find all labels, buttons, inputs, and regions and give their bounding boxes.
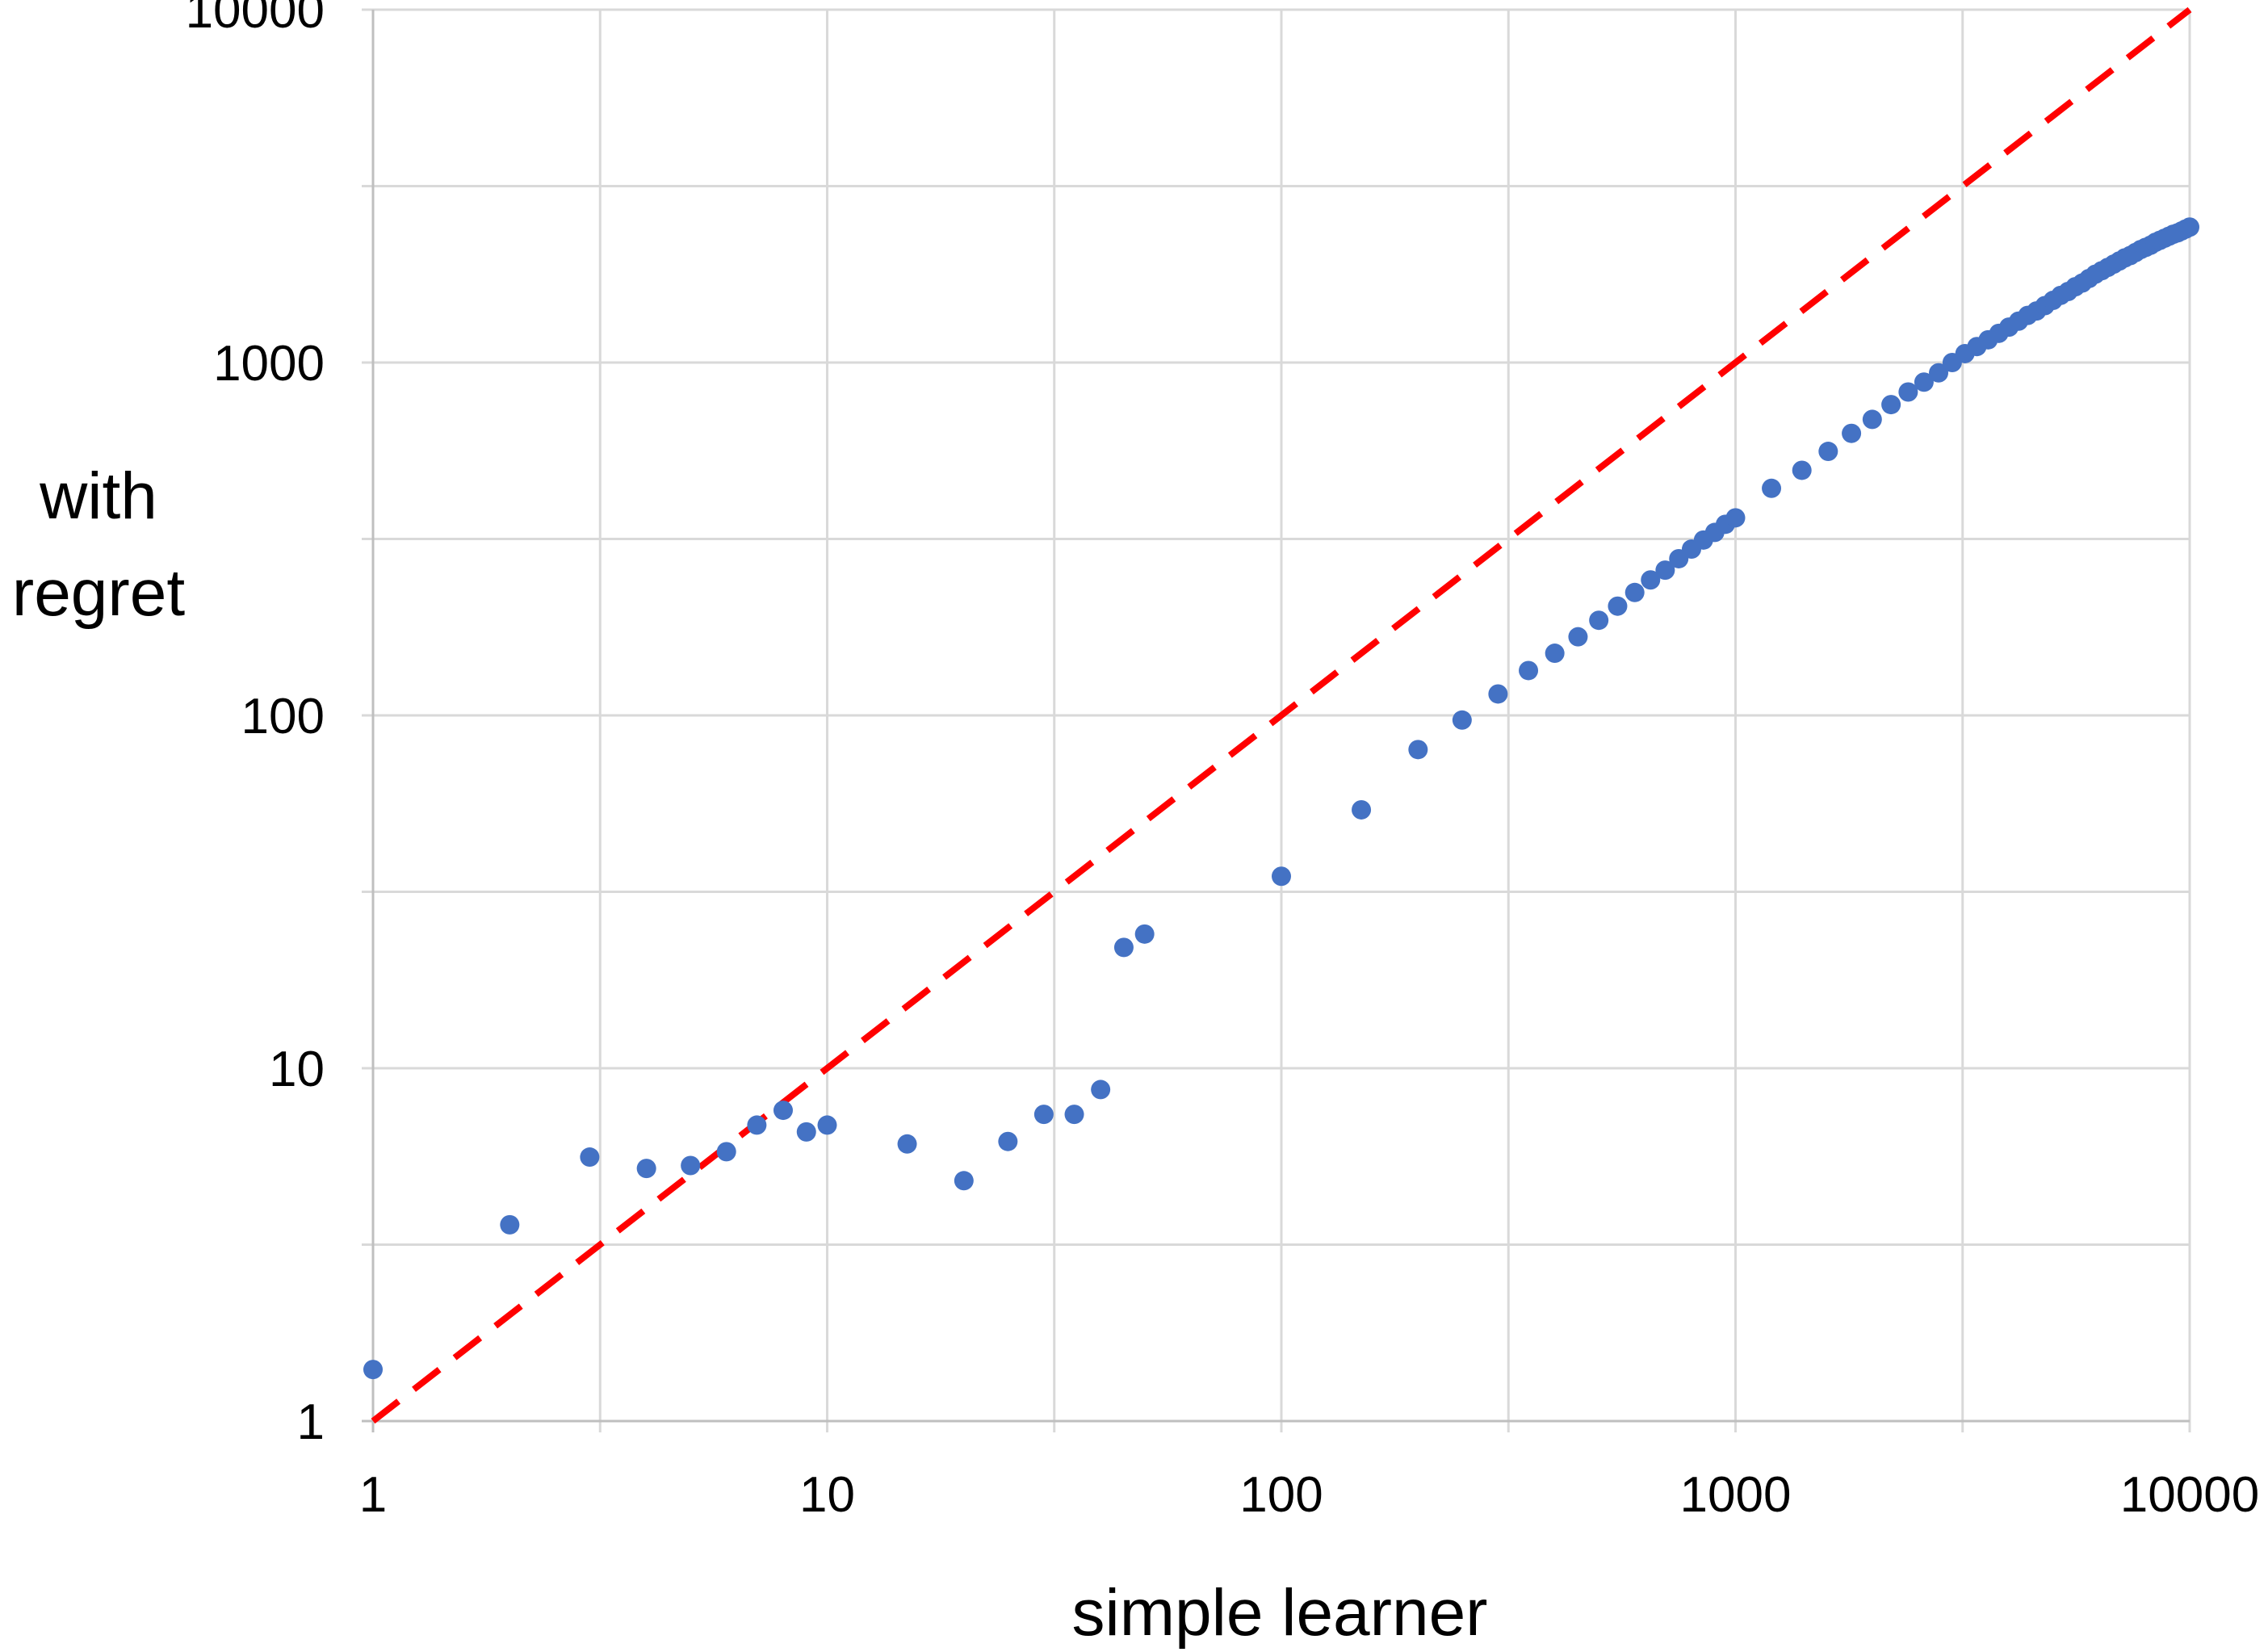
data-point	[2180, 217, 2199, 237]
data-point	[580, 1147, 600, 1168]
data-point	[1792, 460, 1812, 480]
data-point	[1914, 372, 1934, 392]
data-points	[363, 217, 2199, 1380]
data-point	[773, 1101, 793, 1121]
y-tick-labels: 1 10 100 1000 10000	[186, 0, 325, 1450]
data-point	[817, 1115, 837, 1135]
y-axis-title-line-1: with	[39, 459, 157, 533]
x-tick-label: 1	[359, 1467, 387, 1523]
y-tick-label: 1000	[213, 336, 325, 392]
data-point	[1608, 596, 1628, 616]
data-point	[1568, 627, 1588, 647]
data-point	[1519, 660, 1539, 681]
grid-lines	[362, 8, 2191, 1432]
data-point	[1818, 442, 1838, 462]
data-point	[1842, 423, 1862, 443]
data-point	[1898, 382, 1918, 402]
x-tick-label: 10000	[2120, 1467, 2259, 1523]
data-point	[897, 1134, 917, 1154]
x-tick-label: 100	[1239, 1467, 1323, 1523]
y-tick-label: 1	[297, 1394, 325, 1450]
data-point	[1762, 478, 1782, 498]
data-point	[1352, 799, 1372, 820]
x-tick-label: 1000	[1680, 1467, 1792, 1523]
data-point	[998, 1131, 1018, 1151]
axes	[362, 10, 2190, 1432]
data-point	[1064, 1105, 1084, 1125]
y-tick-label: 10000	[186, 0, 325, 39]
data-point	[363, 1360, 383, 1380]
data-point	[716, 1142, 736, 1162]
reference-line	[371, 6, 2192, 1424]
data-point	[1113, 937, 1134, 958]
reference-line-group	[371, 6, 2192, 1424]
data-point	[796, 1122, 816, 1142]
data-point	[1725, 508, 1746, 528]
data-point	[1488, 684, 1508, 704]
x-tick-label: 10	[799, 1467, 855, 1523]
y-axis-title-line-2: regret	[12, 556, 185, 630]
data-point	[1589, 610, 1609, 631]
data-point	[1624, 582, 1645, 602]
y-tick-label: 10	[269, 1042, 325, 1097]
data-point	[1272, 866, 1291, 887]
data-point	[1134, 924, 1155, 944]
data-point	[747, 1115, 767, 1135]
data-point	[1091, 1080, 1111, 1100]
data-point	[1545, 644, 1565, 664]
data-point	[1641, 570, 1661, 590]
data-point	[681, 1155, 701, 1176]
data-point	[1408, 740, 1428, 760]
data-point	[1862, 409, 1882, 430]
data-point	[1655, 560, 1675, 581]
data-point	[1452, 710, 1472, 730]
data-point	[1929, 363, 1949, 383]
x-tick-labels: 1 10 100 1000 10000	[359, 1467, 2259, 1523]
data-point	[954, 1171, 974, 1191]
data-point	[1033, 1105, 1054, 1125]
data-point	[636, 1159, 656, 1179]
x-axis-title: simple learner	[1072, 1576, 1488, 1650]
data-point	[1881, 395, 1901, 415]
y-tick-label: 100	[241, 689, 325, 744]
data-point	[500, 1214, 520, 1235]
